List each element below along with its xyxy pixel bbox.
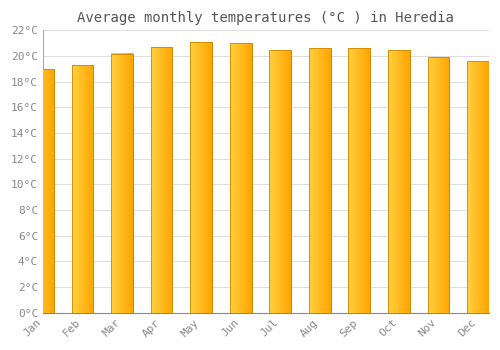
Bar xyxy=(72,65,94,313)
Bar xyxy=(270,50,291,313)
Bar xyxy=(388,50,410,313)
Bar xyxy=(150,47,172,313)
Bar xyxy=(467,61,489,313)
Title: Average monthly temperatures (°C ) in Heredia: Average monthly temperatures (°C ) in He… xyxy=(78,11,454,25)
Bar xyxy=(32,69,54,313)
Bar xyxy=(428,57,450,313)
Bar xyxy=(348,48,370,313)
Bar xyxy=(428,57,450,313)
Bar xyxy=(348,48,370,313)
Bar xyxy=(230,43,252,313)
Bar xyxy=(72,65,94,313)
Bar xyxy=(309,48,330,313)
Bar xyxy=(32,69,54,313)
Bar xyxy=(111,54,133,313)
Bar xyxy=(150,47,172,313)
Bar xyxy=(309,48,330,313)
Bar xyxy=(270,50,291,313)
Bar xyxy=(467,61,489,313)
Bar xyxy=(111,54,133,313)
Bar xyxy=(190,42,212,313)
Bar xyxy=(190,42,212,313)
Bar xyxy=(388,50,410,313)
Bar xyxy=(230,43,252,313)
